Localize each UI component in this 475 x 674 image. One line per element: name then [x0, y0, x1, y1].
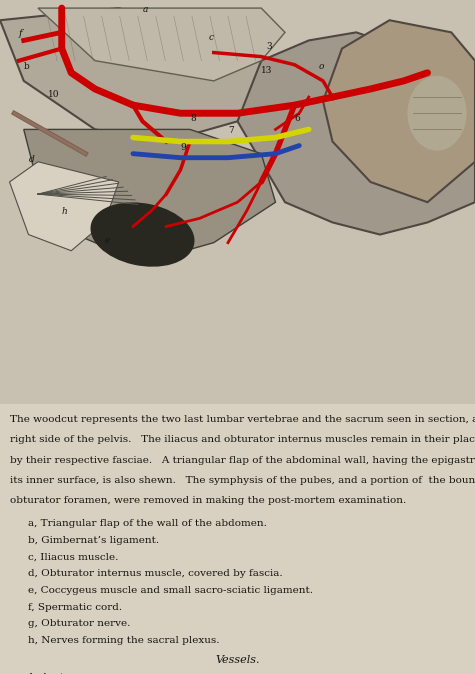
- Text: 9: 9: [180, 143, 186, 152]
- Text: b, Gimbernat’s ligament.: b, Gimbernat’s ligament.: [28, 536, 160, 545]
- Text: right side of the pelvis.   The iliacus and obturator internus muscles remain in: right side of the pelvis. The iliacus an…: [10, 435, 475, 444]
- Text: its inner surface, is also shewn.   The symphysis of the pubes, and a portion of: its inner surface, is also shewn. The sy…: [10, 476, 475, 485]
- Polygon shape: [0, 8, 261, 142]
- Text: g, Obturator nerve.: g, Obturator nerve.: [28, 619, 131, 628]
- Text: by their respective fasciae.   A triangular flap of the abdominal wall, having t: by their respective fasciae. A triangula…: [10, 456, 475, 464]
- Polygon shape: [38, 8, 285, 81]
- Text: 6: 6: [294, 115, 300, 123]
- Text: c: c: [209, 34, 214, 42]
- Polygon shape: [24, 129, 276, 263]
- Ellipse shape: [408, 77, 466, 150]
- Text: a, Triangular flap of the wall of the abdomen.: a, Triangular flap of the wall of the ab…: [28, 519, 267, 528]
- Text: 1, Aorta.: 1, Aorta.: [28, 673, 74, 674]
- Text: d, Obturator internus muscle, covered by fascia.: d, Obturator internus muscle, covered by…: [28, 569, 283, 578]
- Text: e: e: [104, 236, 110, 245]
- Text: b: b: [24, 62, 29, 71]
- Text: The woodcut represents the two last lumbar vertebrae and the sacrum seen in sect: The woodcut represents the two last lumb…: [10, 415, 475, 424]
- Text: h, Nerves forming the sacral plexus.: h, Nerves forming the sacral plexus.: [28, 636, 220, 645]
- Text: obturator foramen, were removed in making the post-mortem examination.: obturator foramen, were removed in makin…: [10, 496, 406, 505]
- Polygon shape: [238, 32, 475, 235]
- Text: d: d: [28, 155, 34, 164]
- Text: Vessels.: Vessels.: [215, 655, 260, 665]
- Text: 8: 8: [190, 115, 196, 123]
- Text: a: a: [142, 5, 148, 14]
- Text: o: o: [318, 62, 323, 71]
- Text: 10: 10: [48, 90, 59, 99]
- Text: 3: 3: [266, 42, 272, 51]
- Text: f, Spermatic cord.: f, Spermatic cord.: [28, 603, 123, 611]
- Text: e, Coccygeus muscle and small sacro-sciatic ligament.: e, Coccygeus muscle and small sacro-scia…: [28, 586, 314, 595]
- Text: 13: 13: [261, 66, 273, 75]
- Polygon shape: [10, 162, 119, 251]
- Text: c, Iliacus muscle.: c, Iliacus muscle.: [28, 553, 119, 561]
- Text: f: f: [19, 30, 23, 38]
- Ellipse shape: [91, 203, 194, 266]
- Text: h: h: [62, 208, 67, 216]
- Polygon shape: [323, 20, 475, 202]
- Text: 7: 7: [228, 127, 234, 135]
